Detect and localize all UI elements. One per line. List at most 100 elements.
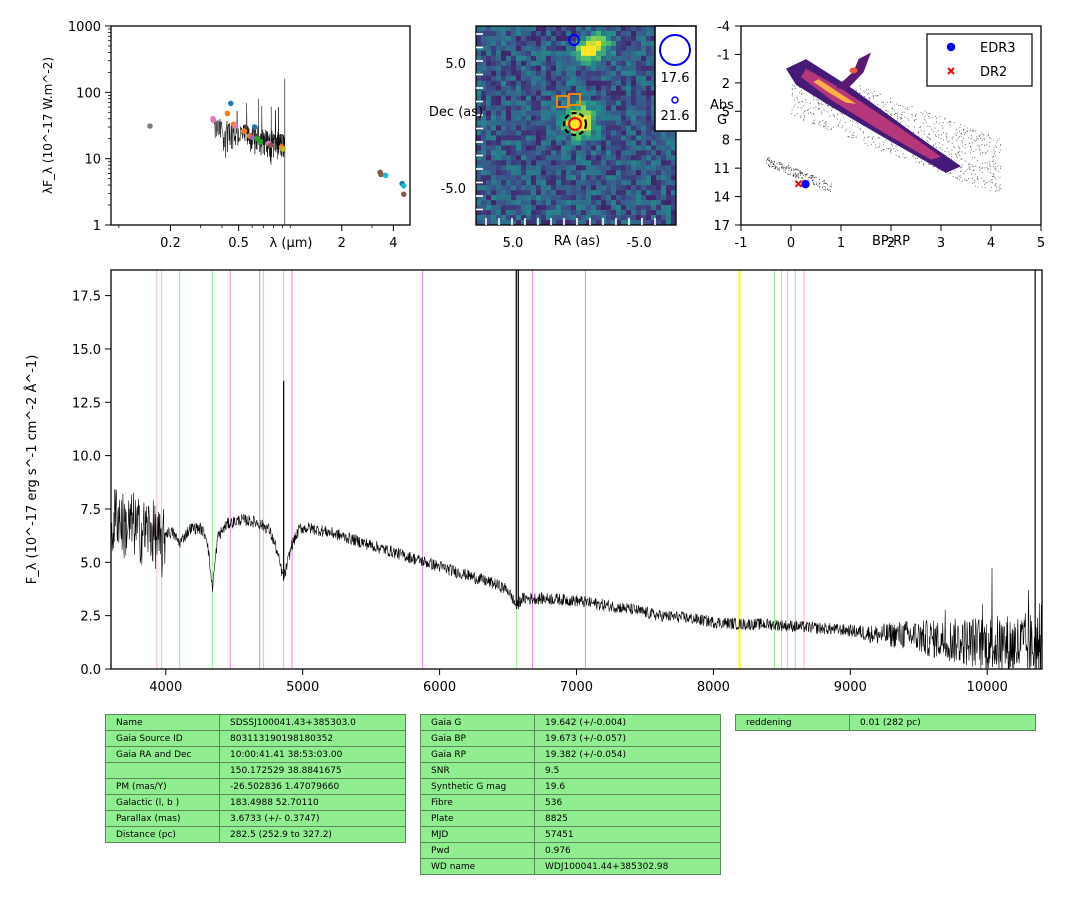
- hr-field-dot: [951, 155, 953, 157]
- hr-field-dot: [938, 142, 940, 144]
- image-pixel: [551, 150, 557, 156]
- image-pixel: [521, 185, 527, 191]
- image-pixel: [541, 185, 547, 191]
- sed-x-tick-label: 4: [389, 236, 397, 251]
- hr-wd-dot: [807, 177, 809, 179]
- image-pixel: [606, 45, 612, 52]
- hr-field-dot: [822, 104, 824, 105]
- image-pixel: [646, 185, 652, 191]
- hr-field-dot: [920, 112, 922, 113]
- image-pixel: [501, 205, 507, 211]
- hr-field-dot: [989, 190, 991, 191]
- hr-field-dot: [934, 127, 936, 129]
- image-pixel: [506, 30, 512, 37]
- image-pixel: [561, 150, 567, 156]
- hr-field-dot: [996, 142, 997, 144]
- hr-field-dot: [960, 124, 961, 125]
- image-pixel: [486, 40, 492, 47]
- hr-wd-dot: [830, 186, 832, 187]
- hr-field-dot: [973, 151, 975, 152]
- hr-wd-dot: [810, 175, 812, 177]
- sed-point: [257, 138, 264, 145]
- image-pixel: [631, 210, 637, 216]
- image-pixel: [506, 26, 512, 32]
- image-pixel: [651, 30, 657, 37]
- hr-field-dot: [959, 136, 960, 138]
- hr-field-dot: [969, 130, 971, 132]
- hr-field-dot: [913, 119, 915, 121]
- image-pixel: [541, 70, 547, 77]
- hr-field-dot: [919, 162, 920, 164]
- image-pixel: [636, 175, 642, 181]
- image-pixel: [531, 220, 537, 226]
- image-pixel: [486, 160, 492, 166]
- hr-field-dot: [957, 153, 959, 155]
- image-pixel: [671, 190, 677, 196]
- image-pixel: [631, 175, 637, 181]
- image-pixel: [616, 210, 622, 216]
- hr-field-dot: [915, 115, 917, 117]
- image-pixel: [516, 26, 522, 32]
- image-pixel: [546, 90, 552, 96]
- image-pixel: [526, 165, 532, 171]
- image-pixel: [496, 115, 502, 121]
- image-pixel: [651, 100, 657, 106]
- image-pixel: [621, 130, 627, 136]
- image-pixel: [531, 55, 537, 62]
- hr-field-dot: [921, 137, 923, 139]
- hr-wd-dot: [793, 168, 794, 170]
- image-pixel: [536, 205, 542, 211]
- image-pixel: [536, 155, 542, 161]
- image-pixel: [551, 155, 557, 161]
- image-pixel: [526, 120, 532, 126]
- hr-field-dot: [962, 145, 964, 147]
- image-pixel: [611, 30, 617, 37]
- hr-field-dot: [818, 104, 820, 106]
- image-pixel: [656, 205, 662, 211]
- image-pixel: [601, 65, 607, 72]
- image-pixel: [586, 210, 592, 216]
- image-pixel: [586, 170, 592, 176]
- image-pixel: [571, 95, 577, 101]
- hr-field-dot: [990, 182, 992, 184]
- hr-field-dot: [939, 147, 941, 149]
- image-pixel: [641, 70, 647, 77]
- hr-field-dot: [932, 166, 934, 168]
- hr-field-dot: [859, 85, 861, 87]
- image-pixel: [521, 145, 527, 151]
- image-pixel: [556, 150, 562, 156]
- info-value: 57451: [534, 826, 721, 843]
- image-pixel: [536, 60, 542, 67]
- image-pixel: [541, 215, 547, 221]
- image-pixel: [536, 185, 542, 191]
- hr-wd-dot: [815, 176, 817, 178]
- image-pixel: [566, 165, 572, 171]
- image-pixel: [491, 50, 497, 57]
- image-pixel: [506, 205, 512, 211]
- sed-point: [249, 134, 255, 141]
- hr-field-dot: [863, 139, 865, 141]
- image-pixel: [501, 155, 507, 161]
- image-pixel: [636, 40, 642, 47]
- image-pixel: [511, 205, 517, 211]
- image-pixel: [491, 115, 497, 121]
- spectrum-x-tick-label: 7000: [560, 680, 593, 695]
- hr-field-dot: [961, 133, 963, 135]
- hr-field-dot: [794, 85, 795, 87]
- hr-field-dot: [927, 125, 929, 127]
- hr-field-dot: [825, 103, 827, 105]
- image-pixel: [546, 180, 552, 186]
- hr-field-dot: [938, 136, 940, 138]
- hr-field-dot: [830, 129, 832, 130]
- image-pixel: [541, 115, 547, 121]
- hr-field-dot: [811, 122, 813, 124]
- image-pixel: [631, 220, 637, 226]
- hr-field-dot: [970, 134, 972, 136]
- image-pixel: [586, 125, 592, 131]
- image-pixel: [511, 45, 517, 52]
- hr-field-dot: [991, 179, 993, 181]
- image-pixel: [531, 80, 537, 86]
- hr-field-dot: [817, 99, 819, 101]
- image-pixel: [556, 120, 562, 126]
- hr-field-dot: [978, 136, 980, 137]
